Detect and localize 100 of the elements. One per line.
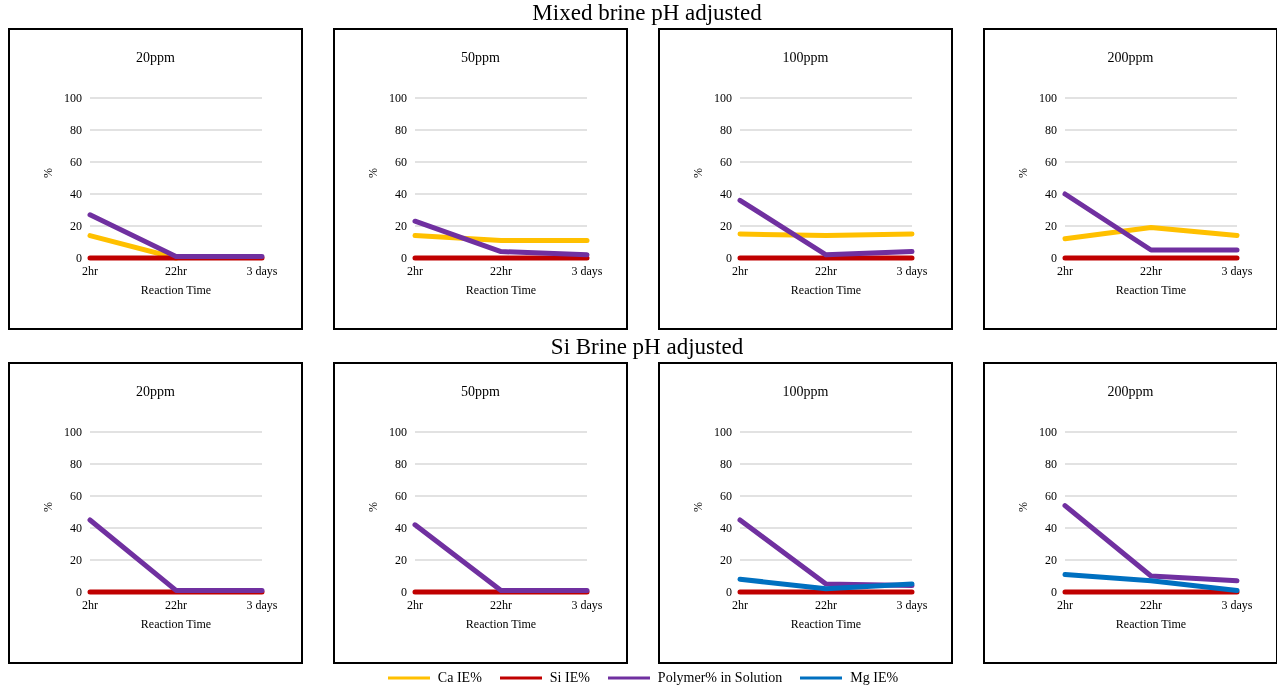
y-tick-label: 100 xyxy=(389,425,407,440)
y-tick-label: 20 xyxy=(70,219,82,234)
y-tick-label: 100 xyxy=(389,91,407,106)
x-tick-label: 22hr xyxy=(165,597,187,612)
y-tick-label: 0 xyxy=(726,585,732,600)
y-tick-label: 0 xyxy=(401,585,407,600)
y-tick-label: 20 xyxy=(70,553,82,568)
x-tick-label: 2hr xyxy=(82,263,98,278)
chart-title: 20ppm xyxy=(135,384,176,400)
y-tick-label: 80 xyxy=(1045,123,1057,138)
y-tick-label: 40 xyxy=(720,187,732,202)
y-tick-label: 40 xyxy=(70,521,82,536)
y-axis-title: % xyxy=(1016,168,1031,178)
x-tick-label: 3 days xyxy=(1221,597,1253,612)
y-tick-label: 60 xyxy=(70,155,82,170)
x-axis-title: Reaction Time xyxy=(465,617,537,631)
chart-title: 50ppm xyxy=(460,50,501,66)
x-tick-label: 3 days xyxy=(571,597,603,612)
x-tick-label: 22hr xyxy=(165,263,187,278)
y-tick-label: 0 xyxy=(726,251,732,266)
x-tick-label: 3 days xyxy=(571,263,603,278)
chart-title: 20ppm xyxy=(135,50,176,66)
y-tick-label: 100 xyxy=(64,425,82,440)
text: Mixed brine pH adjusted xyxy=(531,0,763,26)
x-tick-label: 2hr xyxy=(1057,597,1073,612)
y-tick-label: 0 xyxy=(1051,251,1057,266)
y-tick-label: 60 xyxy=(395,155,407,170)
x-tick-label: 2hr xyxy=(407,597,423,612)
x-tick-label: 3 days xyxy=(896,263,928,278)
y-tick-label: 40 xyxy=(1045,187,1057,202)
legend-label: Ca IE% xyxy=(437,670,482,686)
y-axis-title: % xyxy=(41,168,56,178)
legend-label: Si IE% xyxy=(549,670,590,686)
x-tick-label: 22hr xyxy=(490,263,512,278)
y-tick-label: 60 xyxy=(720,489,732,504)
y-tick-label: 20 xyxy=(720,553,732,568)
y-tick-label: 40 xyxy=(70,187,82,202)
x-tick-label: 3 days xyxy=(246,263,278,278)
x-tick-label: 22hr xyxy=(1140,597,1162,612)
x-axis-title: Reaction Time xyxy=(465,283,537,297)
y-tick-label: 20 xyxy=(395,553,407,568)
y-tick-label: 0 xyxy=(76,251,82,266)
x-axis-title: Reaction Time xyxy=(790,617,862,631)
y-axis-title: % xyxy=(1016,502,1031,512)
y-tick-label: 60 xyxy=(395,489,407,504)
y-tick-label: 20 xyxy=(395,219,407,234)
x-axis-title: Reaction Time xyxy=(140,283,212,297)
x-tick-label: 2hr xyxy=(732,263,748,278)
x-tick-label: 2hr xyxy=(407,263,423,278)
y-tick-label: 80 xyxy=(70,123,82,138)
y-tick-label: 80 xyxy=(720,123,732,138)
x-axis-title: Reaction Time xyxy=(1115,617,1187,631)
x-axis-title: Reaction Time xyxy=(1115,283,1187,297)
text: Si Brine pH adjusted xyxy=(549,334,745,360)
y-axis-title: % xyxy=(41,502,56,512)
y-tick-label: 60 xyxy=(720,155,732,170)
y-tick-label: 100 xyxy=(64,91,82,106)
y-tick-label: 100 xyxy=(1039,425,1057,440)
y-tick-label: 40 xyxy=(395,187,407,202)
y-tick-label: 20 xyxy=(720,219,732,234)
y-tick-label: 100 xyxy=(714,425,732,440)
y-tick-label: 80 xyxy=(720,457,732,472)
x-tick-label: 22hr xyxy=(490,597,512,612)
y-tick-label: 80 xyxy=(1045,457,1057,472)
legend-label: Polymer% in Solution xyxy=(657,670,783,686)
y-tick-label: 40 xyxy=(720,521,732,536)
y-axis-title: % xyxy=(366,168,381,178)
y-tick-label: 20 xyxy=(1045,553,1057,568)
y-tick-label: 0 xyxy=(1051,585,1057,600)
x-tick-label: 22hr xyxy=(1140,263,1162,278)
x-tick-label: 2hr xyxy=(82,597,98,612)
x-tick-label: 3 days xyxy=(1221,263,1253,278)
x-tick-label: 22hr xyxy=(815,263,837,278)
y-tick-label: 40 xyxy=(1045,521,1057,536)
y-axis-title: % xyxy=(691,168,706,178)
y-tick-label: 100 xyxy=(714,91,732,106)
y-tick-label: 80 xyxy=(70,457,82,472)
y-axis-title: % xyxy=(691,502,706,512)
x-tick-label: 3 days xyxy=(246,597,278,612)
y-tick-label: 100 xyxy=(1039,91,1057,106)
chart-title: 200ppm xyxy=(1106,384,1155,400)
chart-title: 50ppm xyxy=(460,384,501,400)
chart-title: 100ppm xyxy=(781,384,830,400)
y-tick-label: 60 xyxy=(1045,155,1057,170)
x-tick-label: 2hr xyxy=(732,597,748,612)
y-axis-title: % xyxy=(366,502,381,512)
y-tick-label: 80 xyxy=(395,457,407,472)
y-tick-label: 40 xyxy=(395,521,407,536)
y-tick-label: 60 xyxy=(70,489,82,504)
x-axis-title: Reaction Time xyxy=(790,283,862,297)
x-axis-title: Reaction Time xyxy=(140,617,212,631)
x-tick-label: 3 days xyxy=(896,597,928,612)
y-tick-label: 80 xyxy=(395,123,407,138)
y-tick-label: 0 xyxy=(401,251,407,266)
y-tick-label: 60 xyxy=(1045,489,1057,504)
y-tick-label: 20 xyxy=(1045,219,1057,234)
legend-label: Mg IE% xyxy=(850,670,899,686)
y-tick-label: 0 xyxy=(76,585,82,600)
chart-title: 200ppm xyxy=(1106,50,1155,66)
chart-title: 100ppm xyxy=(781,50,830,66)
